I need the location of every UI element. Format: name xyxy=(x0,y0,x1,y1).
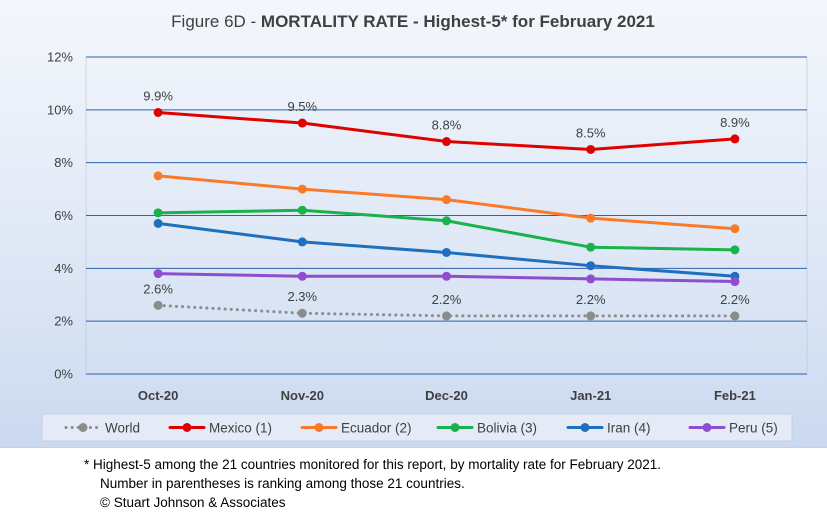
data-label: 2.2% xyxy=(432,292,462,307)
footnote-line-3: © Stuart Johnson & Associates xyxy=(100,495,286,510)
data-label: 9.5% xyxy=(287,99,317,114)
data-label: 2.2% xyxy=(576,292,606,307)
data-label: 9.9% xyxy=(143,88,173,103)
data-point xyxy=(153,218,163,228)
legend-label: Mexico (1) xyxy=(209,421,272,436)
series-2 xyxy=(153,171,740,234)
series-lines xyxy=(153,107,740,321)
grid-lines xyxy=(86,56,807,375)
footnote: * Highest-5 among the 21 countries monit… xyxy=(84,455,804,512)
legend-swatch-marker xyxy=(314,423,324,432)
data-point xyxy=(297,205,307,215)
series-line xyxy=(156,303,737,318)
data-point xyxy=(297,271,307,281)
legend-entry: Ecuador (2) xyxy=(300,421,412,436)
data-point xyxy=(730,311,740,321)
chart-title-main: MORTALITY RATE - Highest-5* for February… xyxy=(261,12,655,31)
y-tick-label: 10% xyxy=(47,102,73,117)
legend-swatch-marker xyxy=(580,423,590,432)
legend-entry: Iran (4) xyxy=(566,421,651,436)
chart-panel: Figure 6D - MORTALITY RATE - Highest-5* … xyxy=(0,0,827,448)
chart-title-prefix: Figure 6D - xyxy=(171,12,261,31)
data-label: 8.5% xyxy=(576,125,606,140)
y-tick-label: 6% xyxy=(54,208,73,223)
data-point xyxy=(442,311,451,321)
data-point xyxy=(153,269,163,279)
x-tick-label: Jan-21 xyxy=(570,388,611,403)
data-point xyxy=(153,300,163,310)
legend: World Mexico (1) Ecuador (2) Bolivia (3) Ira… xyxy=(64,421,778,436)
data-point xyxy=(153,208,163,218)
legend-swatch-marker xyxy=(450,423,460,432)
legend-label: Bolivia (3) xyxy=(477,421,537,436)
data-point xyxy=(586,213,596,223)
legend-swatch-marker xyxy=(702,423,712,432)
x-tick-label: Feb-21 xyxy=(714,388,756,403)
series-0 xyxy=(153,300,740,321)
y-tick-label: 8% xyxy=(54,155,73,170)
x-tick-label: Nov-20 xyxy=(281,388,324,403)
data-point xyxy=(586,261,596,271)
series-1 xyxy=(153,107,740,154)
legend-entry: Bolivia (3) xyxy=(436,421,537,436)
data-point xyxy=(153,171,163,181)
data-label: 8.8% xyxy=(432,118,462,133)
x-tick-label: Oct-20 xyxy=(138,388,178,403)
legend-swatch-marker xyxy=(78,423,88,432)
data-point xyxy=(730,224,740,234)
data-point xyxy=(297,118,307,128)
legend-label: Peru (5) xyxy=(729,421,778,436)
data-point xyxy=(442,247,451,257)
data-point xyxy=(586,274,596,284)
data-point xyxy=(730,134,740,144)
legend-label: World xyxy=(105,421,140,436)
data-label: 2.2% xyxy=(720,292,750,307)
data-labels: 2.6% 2.3% 2.2% 2.2% 2.2% 9.9% 9.5% 8.8% 8.5% 8.9% xyxy=(143,88,750,306)
legend-entry: Peru (5) xyxy=(688,421,778,436)
data-label: 2.6% xyxy=(143,281,173,296)
data-point xyxy=(153,107,163,117)
legend-label: Ecuador (2) xyxy=(341,421,412,436)
legend-label: Iran (4) xyxy=(607,421,651,436)
y-tick-label: 0% xyxy=(54,367,73,382)
data-label: 8.9% xyxy=(720,115,750,130)
series-line xyxy=(156,208,737,252)
legend-swatch-marker xyxy=(182,423,192,432)
y-axis-ticks: 0% 2% 4% 6% 8% 10% 12% xyxy=(47,50,73,382)
data-label: 2.3% xyxy=(287,289,317,304)
data-point xyxy=(442,137,451,147)
chart-title: Figure 6D - MORTALITY RATE - Highest-5* … xyxy=(171,12,655,31)
data-point xyxy=(297,184,307,194)
data-point xyxy=(297,237,307,247)
data-point xyxy=(586,144,596,154)
legend-box xyxy=(41,413,793,442)
data-point xyxy=(442,271,451,281)
x-axis-ticks: Oct-20 Nov-20 Dec-20 Jan-21 Feb-21 xyxy=(138,388,756,403)
y-tick-label: 4% xyxy=(54,261,73,276)
series-4 xyxy=(153,218,740,281)
y-tick-label: 12% xyxy=(47,50,73,65)
series-3 xyxy=(153,205,740,255)
data-point xyxy=(442,195,451,205)
data-point xyxy=(442,216,451,226)
footnote-line-2: Number in parentheses is ranking among t… xyxy=(100,476,465,491)
data-point xyxy=(297,308,307,318)
mortality-line-chart: Figure 6D - MORTALITY RATE - Highest-5* … xyxy=(41,12,808,442)
legend-entry: Mexico (1) xyxy=(168,421,272,436)
data-point xyxy=(730,245,740,255)
y-tick-label: 2% xyxy=(54,314,73,329)
legend-entry: World xyxy=(64,421,140,436)
series-5 xyxy=(153,269,740,287)
footnote-line-1: * Highest-5 among the 21 countries monit… xyxy=(84,457,662,472)
data-point xyxy=(586,242,596,252)
data-point xyxy=(730,277,740,287)
data-point xyxy=(586,311,596,321)
x-tick-label: Dec-20 xyxy=(425,388,468,403)
